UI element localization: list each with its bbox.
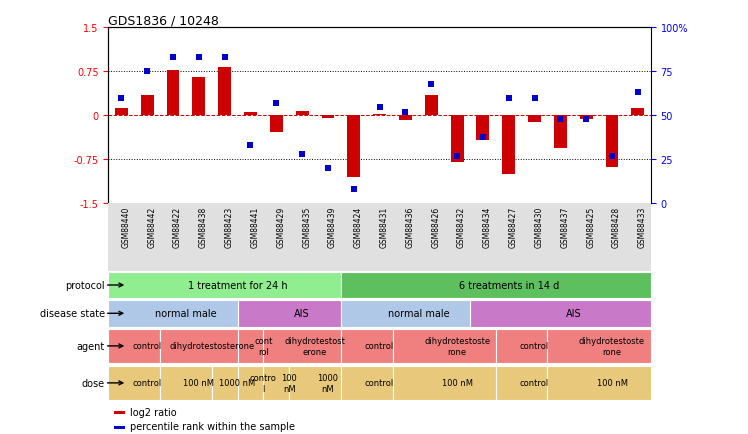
Text: log2 ratio: log2 ratio [130,407,177,417]
Text: 1 treatment for 24 h: 1 treatment for 24 h [188,280,287,290]
Bar [496,329,548,363]
Text: AIS: AIS [565,309,581,319]
Bar [341,300,470,327]
Text: cont
rol: cont rol [254,336,272,356]
Text: GSM88439: GSM88439 [328,206,337,247]
Text: dihydrotestosterone: dihydrotestosterone [169,342,254,351]
Bar [114,426,125,429]
Bar [108,272,341,299]
Text: GSM88431: GSM88431 [379,206,389,247]
Bar [108,300,238,327]
Text: AIS: AIS [294,309,310,319]
Text: GSM88427: GSM88427 [509,206,518,247]
Bar [295,112,309,116]
Text: GSM88428: GSM88428 [612,206,621,247]
Text: GSM88442: GSM88442 [147,206,156,247]
Bar [631,109,644,116]
Text: agent: agent [76,341,105,351]
Text: GDS1836 / 10248: GDS1836 / 10248 [108,14,219,27]
Text: GSM88424: GSM88424 [354,206,363,247]
Bar [218,68,231,116]
Bar [548,329,651,363]
Text: GSM88438: GSM88438 [199,206,208,247]
Bar [341,329,393,363]
Text: 100 nM: 100 nM [596,378,628,388]
Bar [238,366,263,400]
Bar [160,366,212,400]
Text: 6 treatments in 14 d: 6 treatments in 14 d [459,280,559,290]
Bar [548,366,651,400]
Bar [212,366,238,400]
Text: GSM88425: GSM88425 [586,206,595,247]
Text: 100 nM: 100 nM [441,378,473,388]
Bar [114,411,125,414]
Bar [341,272,651,299]
Text: GSM88440: GSM88440 [121,206,130,247]
Text: 1000
nM: 1000 nM [317,373,338,393]
Text: control: control [520,342,549,351]
Text: contro
l: contro l [250,373,277,393]
Text: normal male: normal male [155,309,217,319]
Text: control: control [365,378,394,388]
Bar [425,95,438,116]
Text: control: control [132,378,162,388]
Bar [554,116,567,148]
Bar [160,329,238,363]
Text: control: control [365,342,394,351]
Text: GSM88430: GSM88430 [535,206,544,247]
Text: GSM88422: GSM88422 [173,206,182,247]
Bar [373,115,386,116]
Text: GSM88433: GSM88433 [638,206,647,247]
Text: GSM88436: GSM88436 [405,206,414,247]
Text: dose: dose [82,378,105,388]
Bar [347,116,361,178]
Bar [606,116,619,168]
Bar [289,366,341,400]
Text: dihydrotestost
erone: dihydrotestost erone [284,336,346,356]
Text: GSM88429: GSM88429 [276,206,285,247]
Bar [580,116,592,120]
Bar [502,116,515,174]
Text: GSM88441: GSM88441 [251,206,260,247]
Bar [108,329,160,363]
Bar [238,300,341,327]
Bar [496,366,548,400]
Bar [192,78,205,116]
Text: GSM88437: GSM88437 [560,206,569,247]
Bar [270,116,283,132]
Bar [528,116,541,123]
Bar [399,116,412,121]
Text: GSM88432: GSM88432 [457,206,466,247]
Text: disease state: disease state [40,309,105,319]
Text: dihydrotestoste
rone: dihydrotestoste rone [424,336,490,356]
Text: dihydrotestoste
rone: dihydrotestoste rone [579,336,645,356]
Text: 100 nM: 100 nM [183,378,215,388]
Bar [108,366,160,400]
Bar [244,112,257,116]
Text: GSM88426: GSM88426 [432,206,441,247]
Bar [393,329,496,363]
Bar [141,95,153,116]
Text: control: control [132,342,162,351]
Bar [476,116,489,141]
Text: protocol: protocol [65,280,105,290]
Text: percentile rank within the sample: percentile rank within the sample [130,421,295,431]
Bar [115,109,128,116]
Text: normal male: normal male [387,309,449,319]
Bar [341,366,393,400]
Text: control: control [520,378,549,388]
Text: GSM88434: GSM88434 [483,206,492,247]
Bar [263,366,289,400]
Text: GSM88423: GSM88423 [224,206,233,247]
Text: GSM88435: GSM88435 [302,206,311,247]
Bar [450,116,464,163]
Bar [238,329,263,363]
Text: 1000 nM: 1000 nM [219,378,256,388]
Bar [470,300,651,327]
Bar [322,116,334,118]
Bar [393,366,496,400]
Bar [263,329,341,363]
Text: 100
nM: 100 nM [281,373,297,393]
Bar [167,70,180,116]
